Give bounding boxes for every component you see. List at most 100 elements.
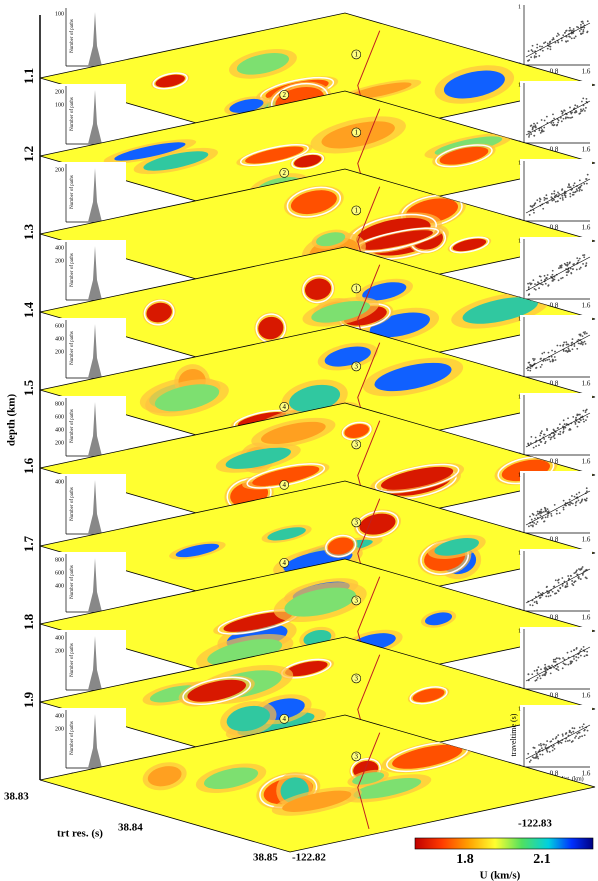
scatter-x-tick: 1.6 (582, 770, 591, 778)
anomaly-marker: 4 (283, 403, 287, 411)
scatter-dot (543, 438, 546, 440)
anomaly-blob (362, 282, 407, 301)
scatter-dot (577, 577, 580, 580)
scatter-y-tick: 1 (518, 4, 521, 10)
scatter-dot (555, 736, 558, 738)
scatter-dot (533, 359, 535, 362)
depth-tick: 1.5 (21, 379, 36, 396)
scatter-dot (579, 501, 582, 504)
scatter-dot (546, 274, 549, 276)
anomaly-marker: 4 (283, 481, 287, 489)
scatter-dot (534, 679, 537, 682)
lon-label: -122.82 (292, 852, 326, 864)
scatter-dot (548, 751, 551, 753)
scatter-dot (586, 490, 588, 493)
scatter-dot (574, 736, 576, 739)
contour (291, 152, 325, 170)
scatter-dot (579, 188, 581, 191)
scatter-dot (532, 209, 535, 212)
scatter-dot (572, 584, 575, 587)
scatter-dot (583, 734, 586, 737)
contour (435, 144, 493, 168)
scatter-dot (554, 359, 557, 361)
scatter-dot (539, 592, 542, 595)
scatter-dot (571, 193, 574, 196)
scatter-dot (554, 737, 557, 740)
scatter-dot (535, 600, 538, 603)
scatter-dot (581, 32, 584, 35)
histogram-shape (88, 480, 102, 534)
scatter-dot (557, 734, 560, 737)
scatter-dot (561, 112, 564, 115)
scatter-dot (539, 366, 542, 368)
histogram-inset: Number of paths 400 (55, 474, 126, 536)
scatter-dot (574, 418, 577, 421)
scatter-dot (579, 266, 582, 269)
fault-line (357, 732, 381, 830)
scatter-dot (560, 266, 563, 269)
scatter-dot (584, 342, 587, 345)
scatter-y-tick: 1 (518, 550, 521, 556)
scatter-dot (581, 725, 584, 728)
scatter-x-tick: 0.8 (550, 536, 559, 544)
hist-y-tick: 200 (55, 258, 64, 264)
scatter-dot (574, 423, 577, 425)
anomaly-blob (346, 82, 412, 100)
scatter-dot (529, 367, 532, 370)
scatter-dot (538, 55, 541, 57)
anomalies (142, 264, 550, 362)
scatter-dot (575, 659, 578, 662)
scatter-dot (536, 521, 539, 523)
contour (182, 676, 252, 705)
scatter-dot (543, 520, 545, 523)
scatter-dot (528, 525, 530, 528)
marker-circle (279, 714, 290, 724)
scatter-dot (570, 731, 573, 734)
scatter-dot (561, 276, 564, 279)
scatter-dot (544, 666, 547, 669)
scatter-dot (557, 581, 560, 584)
anomaly-blob (380, 466, 454, 490)
depth-slice: 3 (39, 714, 596, 853)
hist-y-tick: 600 (55, 414, 64, 420)
scatter-dot (571, 502, 574, 505)
scatter-dot (574, 421, 577, 424)
scatter-dot (566, 263, 569, 266)
scatter-dot (577, 342, 580, 345)
scatter-dot (560, 110, 563, 113)
scatter-dot (536, 668, 539, 671)
scatter-dot (552, 121, 555, 124)
scatter-dot (533, 122, 535, 125)
scatter-dot (536, 672, 539, 675)
anomaly-blob (285, 661, 328, 677)
scatter-dot (555, 509, 558, 512)
scatter-dot (578, 268, 581, 270)
scatter-dot (575, 111, 578, 113)
scatter-dot (558, 657, 560, 660)
hist-y-label: Number of paths (70, 97, 75, 131)
inset-bg (520, 237, 592, 307)
scatter-dot (568, 270, 570, 272)
scatter-dot (540, 744, 543, 747)
scatter-dot (574, 580, 576, 583)
scatter-dot (570, 741, 573, 743)
scatter-dot (529, 759, 532, 762)
scatter-dot (578, 491, 581, 494)
scatter-dot (541, 45, 543, 48)
scatter-dot (546, 740, 549, 742)
scatter-dot (553, 437, 556, 440)
inset-bg (520, 549, 592, 619)
scatter-dot (546, 197, 548, 200)
scatter-dot (556, 200, 559, 203)
scatter-dot (584, 331, 586, 333)
scatter-dot (568, 498, 571, 501)
anomaly-marker: 3 (355, 519, 359, 527)
scatter-dot (544, 442, 546, 445)
scatter-dot (576, 105, 579, 107)
scatter-dot (541, 129, 544, 131)
scatter-dot (585, 100, 588, 103)
contour (374, 463, 460, 493)
anomaly-blob (374, 362, 452, 392)
anomaly-blob (353, 777, 422, 799)
scatter-dot (552, 585, 555, 588)
